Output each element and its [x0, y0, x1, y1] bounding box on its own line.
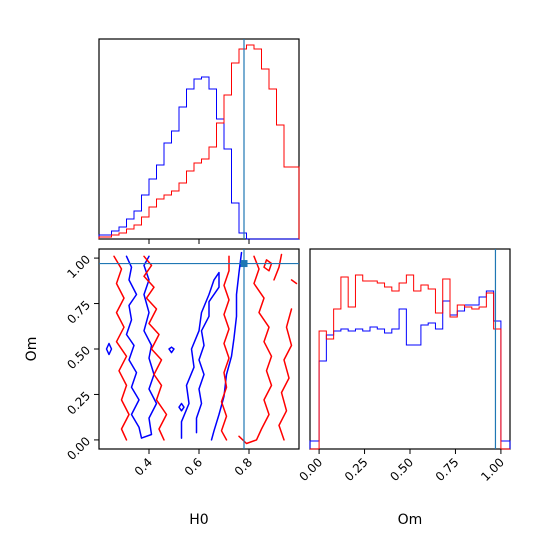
contour-line-0	[125, 255, 158, 439]
contour-line-9	[238, 255, 273, 445]
h0-histogram-series	[98, 44, 300, 240]
h0-tick-label-0: 0.4	[132, 455, 155, 478]
h0-tick-label-1: 0.6	[182, 455, 205, 478]
om-tick-label-3: 0.75	[64, 298, 93, 327]
contour-line-13	[278, 308, 293, 441]
contour-line-2	[210, 251, 243, 441]
om-histogram-tick-label-3: 0.75	[433, 455, 462, 484]
truth-lines	[99, 39, 497, 449]
h0-histogram-ticks	[148, 239, 250, 244]
contour-line-3	[105, 342, 113, 356]
joint-x-ticks: 0.4 0.6 0.8	[132, 449, 255, 479]
om-histogram-x-ticks: 0.00 0.25 0.50 0.75 1.00	[296, 449, 507, 484]
om-histogram-series-0	[309, 290, 511, 449]
h0-histogram-series-1	[98, 44, 300, 239]
h0-tick-label-2: 0.8	[232, 455, 255, 478]
om-histogram-tick-label-1: 0.25	[342, 455, 371, 484]
contour-line-6	[113, 255, 130, 441]
om-histogram-series	[309, 274, 511, 450]
h0-histogram-panel	[98, 38, 300, 244]
om-histogram-series-1	[310, 274, 510, 450]
truth-marker	[240, 260, 248, 268]
contour-line-11	[263, 259, 273, 272]
om-tick-label-0: 0.00	[64, 434, 93, 463]
om-histogram-frame	[309, 248, 511, 450]
contour-line-10	[273, 253, 283, 281]
om-histogram-tick-label-4: 1.00	[478, 455, 507, 484]
contour-line-8	[220, 255, 230, 441]
joint-y-ticks: 0.00 0.25 0.50 0.75 1.00	[64, 252, 99, 463]
contour-line-4	[178, 402, 185, 412]
contour-line-1	[180, 271, 220, 439]
om-axis-label-y: Om	[24, 337, 40, 362]
contour-line-12	[290, 279, 298, 285]
joint-contour-panel: 0.4 0.6 0.8 0.00 0.25 0.50 0.75 1.00 H0 Om	[24, 248, 300, 528]
joint-contours	[105, 251, 298, 445]
om-tick-label-2: 0.50	[64, 343, 93, 372]
h0-axis-label: H0	[189, 512, 208, 528]
om-histogram-panel: 0.00 0.25 0.50 0.75 1.00 Om	[296, 248, 511, 528]
om-histogram-tick-label-2: 0.50	[387, 455, 416, 484]
contour-line-5	[168, 346, 175, 354]
om-histogram-tick-label-0: 0.00	[296, 455, 325, 484]
om-tick-label-4: 1.00	[64, 252, 93, 281]
om-axis-label-x: Om	[398, 512, 423, 528]
contour-line-7	[143, 255, 168, 441]
h0-histogram-series-0	[98, 76, 299, 240]
om-tick-label-1: 0.25	[64, 389, 93, 418]
